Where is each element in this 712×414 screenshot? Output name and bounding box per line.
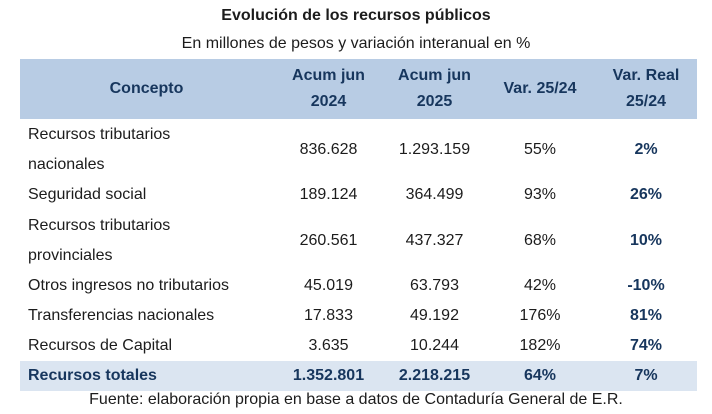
row-var-real: 2% [634, 140, 658, 158]
header-var-real-line1: Var. Real [612, 67, 680, 84]
row-acum-2025: 364.499 [405, 186, 464, 203]
row-var-real: 26% [629, 186, 663, 203]
row-acum-2025: 10.244 [410, 337, 459, 354]
source-note: Fuente: elaboración propia en base a dat… [89, 391, 623, 408]
header-var-real: Var. Real 25/24 [595, 59, 697, 119]
row-concepto: Otros ingresos no tributarios [28, 277, 229, 294]
header-var-real-line2: 25/24 [625, 93, 667, 110]
header-row: Concepto Acum jun 2024 Acum jun 2025 Var… [20, 59, 697, 119]
table-row: Recursos tributarios nacionales 836.628 … [20, 119, 697, 180]
header-acum-2024-line1: Acum jun [292, 67, 365, 84]
total-row: Recursos totales 1.352.801 2.218.215 64%… [20, 361, 697, 391]
row-acum-2024: 189.124 [299, 186, 358, 203]
row-var: 176% [519, 307, 561, 324]
table-title: Evolución de los recursos públicos [221, 7, 491, 24]
row-concepto: Seguridad social [28, 186, 147, 203]
row-var-real: 81% [629, 307, 663, 324]
row-concepto: Recursos tributarios provinciales [20, 210, 273, 271]
total-acum-2025: 2.218.215 [384, 361, 485, 391]
row-acum-2025: 437.327 [405, 231, 464, 249]
row-acum-2024: 260.561 [299, 231, 358, 249]
table-subtitle: En millones de pesos y variación interan… [181, 35, 531, 52]
row-acum-2024: 836.628 [299, 140, 358, 158]
row-concepto: Recursos de Capital [28, 337, 173, 354]
row-acum-2024: 17.833 [304, 307, 353, 324]
header-acum-2024: Acum jun 2024 [273, 59, 384, 119]
row-acum-2025: 49.192 [410, 307, 459, 324]
row-concepto-line2: nacionales [28, 155, 105, 173]
header-acum-2025-line2: 2025 [416, 93, 453, 110]
row-var-real: 74% [629, 337, 663, 354]
header-var: Var. 25/24 [485, 59, 595, 119]
row-concepto-line2: provinciales [28, 246, 113, 264]
row-var: 182% [519, 337, 561, 354]
row-acum-2025: 63.793 [410, 277, 459, 294]
row-var-real: 10% [629, 231, 663, 249]
table-row: Otros ingresos no tributarios 45.019 63.… [20, 271, 697, 301]
row-var: 93% [523, 186, 557, 203]
header-acum-2025-line1: Acum jun [398, 67, 471, 84]
header-concepto: Concepto [20, 59, 273, 119]
total-var: 64% [485, 361, 595, 391]
row-concepto: Transferencias nacionales [28, 307, 215, 324]
table-row: Recursos tributarios provinciales 260.56… [20, 210, 697, 271]
row-var: 42% [523, 277, 557, 294]
row-var-real: -10% [627, 277, 665, 294]
table-row: Transferencias nacionales 17.833 49.192 … [20, 301, 697, 331]
row-acum-2024: 3.635 [308, 337, 349, 354]
row-concepto-line1: Recursos tributarios [28, 216, 171, 234]
resources-table: Concepto Acum jun 2024 Acum jun 2025 Var… [20, 59, 697, 391]
row-concepto-line1: Recursos tributarios [28, 125, 171, 143]
total-concepto: Recursos totales [20, 361, 273, 391]
table-row: Seguridad social 189.124 364.499 93% 26% [20, 180, 697, 210]
total-var-real: 7% [595, 361, 697, 391]
header-acum-2024-line2: 2024 [310, 93, 347, 110]
row-acum-2024: 45.019 [304, 277, 353, 294]
row-var: 68% [523, 231, 557, 249]
row-concepto: Recursos tributarios nacionales [20, 119, 273, 180]
row-acum-2025: 1.293.159 [398, 140, 471, 158]
total-acum-2024: 1.352.801 [273, 361, 384, 391]
table-row: Recursos de Capital 3.635 10.244 182% 74… [20, 331, 697, 361]
header-acum-2025: Acum jun 2025 [384, 59, 485, 119]
row-var: 55% [523, 140, 557, 158]
